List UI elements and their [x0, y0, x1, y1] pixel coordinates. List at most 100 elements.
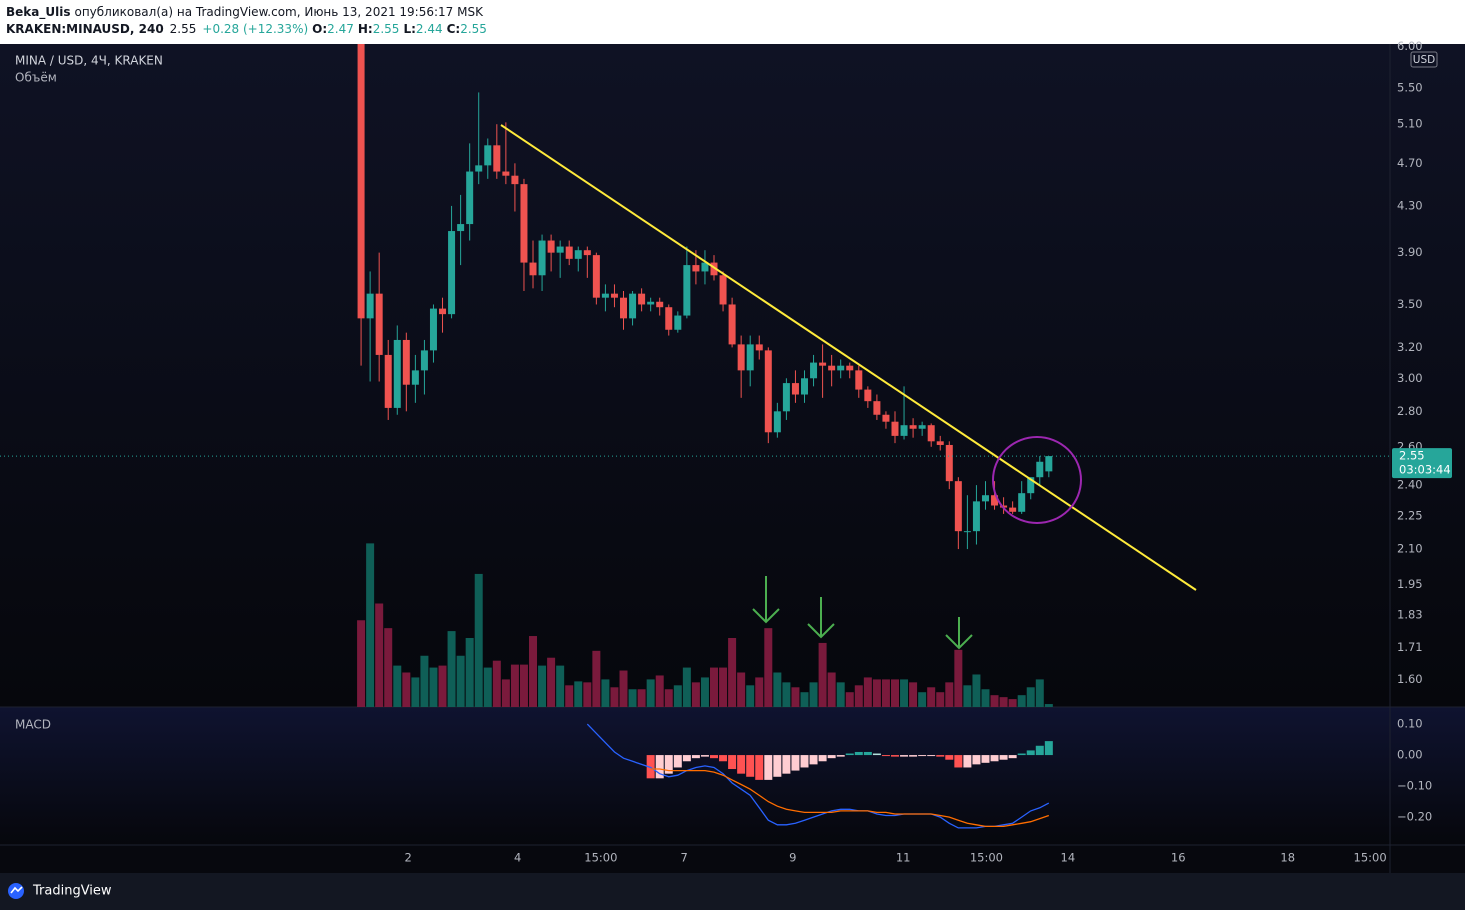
symbol: KRAKEN:MINAUSD, 240 [6, 22, 164, 36]
candle-body [972, 501, 980, 532]
macd-histogram-bar [909, 755, 918, 757]
candle-body [728, 304, 736, 345]
macd-histogram-bar [827, 755, 836, 759]
volume-bar [1008, 699, 1017, 707]
volume-bar [963, 685, 972, 707]
volume-bar [700, 677, 709, 707]
candle-body [764, 350, 772, 433]
candle-body [773, 411, 781, 433]
y-tick-label: 3.20 [1397, 340, 1423, 354]
price-pane-bg [0, 44, 1465, 707]
candle-body [945, 444, 953, 482]
candle-body [927, 425, 935, 442]
volume-bar [773, 672, 782, 707]
candle-body [366, 293, 374, 319]
volume-bar [710, 667, 719, 707]
macd-histogram-bar [764, 755, 773, 780]
volume-bar [746, 685, 755, 707]
candle-body [511, 175, 519, 185]
candle-body [656, 301, 664, 308]
volume-bar [420, 655, 429, 707]
x-tick-label: 14 [1061, 851, 1076, 865]
candle-body [674, 315, 682, 330]
candle-body [692, 265, 700, 272]
volume-bar [375, 603, 384, 707]
candle-body [864, 389, 872, 402]
candle-body [846, 365, 854, 371]
volume-bar [429, 667, 438, 707]
macd-line [650, 768, 1050, 828]
candle-body [882, 414, 890, 422]
macd-histogram-bar [728, 755, 737, 770]
header-quote: KRAKEN:MINAUSD, 240 2.55 +0.28 (+12.33%) O:… [6, 22, 487, 36]
y-tick-label: 1.60 [1397, 672, 1423, 686]
macd-histogram-bar [655, 755, 664, 779]
x-tick-label: 16 [1171, 851, 1186, 865]
y-tick-label: 6.00 [1397, 39, 1423, 53]
ohlc-value: 2.47 [327, 22, 354, 36]
macd-histogram-bar [782, 755, 791, 774]
volume-bar [809, 682, 818, 707]
volume-bar [519, 664, 528, 707]
volume-bar [447, 631, 456, 707]
volume-bar [655, 675, 664, 707]
macd-histogram-bar [791, 755, 800, 771]
ohlc-value: 2.44 [416, 22, 443, 36]
macd-histogram-bar [836, 755, 845, 757]
volume-bar [628, 689, 637, 707]
currency: USD [1413, 54, 1435, 66]
volume-bar [610, 687, 619, 707]
volume-bar [918, 692, 927, 707]
candle-body [647, 301, 655, 305]
volume-bar [583, 682, 592, 707]
x-tick-label: 4 [514, 851, 521, 865]
ohlc-label: O: [312, 22, 327, 36]
x-tick-label: 7 [680, 851, 687, 865]
macd-histogram-bar [990, 755, 999, 762]
candle-body [466, 171, 474, 225]
volume-bar [465, 638, 474, 707]
candle-body [610, 293, 618, 298]
x-tick-label: 18 [1280, 851, 1295, 865]
candle-body [538, 240, 546, 276]
volume-bar [836, 682, 845, 707]
volume-bar [402, 672, 411, 707]
macd-histogram-bar [1044, 741, 1053, 756]
x-tick-label: 11 [896, 851, 911, 865]
y-tick-label: 3.90 [1397, 245, 1423, 259]
candle-body [638, 293, 646, 305]
macd-histogram-bar [1017, 753, 1026, 756]
volume-bar [556, 665, 565, 707]
y-tick-label: −0.10 [1397, 779, 1432, 793]
candle-body [891, 421, 899, 436]
volume-bar [990, 695, 999, 707]
candle-body [393, 339, 401, 408]
macd-histogram-bar [845, 753, 854, 756]
x-tick-label: 9 [789, 851, 796, 865]
y-tick-label: 3.00 [1397, 371, 1423, 385]
macd-histogram-bar [682, 755, 691, 762]
macd-histogram-bar [918, 755, 927, 757]
y-tick-label: 5.50 [1397, 81, 1423, 95]
volume-bar [529, 636, 538, 707]
volume-bar [890, 679, 899, 707]
macd-histogram-bar [972, 755, 981, 765]
volume-bar [737, 672, 746, 707]
volume-bar [755, 677, 764, 707]
candle-body [710, 262, 718, 276]
volume-bar [800, 692, 809, 707]
arrow [752, 576, 780, 624]
volume-bar [483, 667, 492, 707]
volume-bar [682, 667, 691, 707]
candle-body [782, 383, 790, 412]
y-tick-label: 1.83 [1397, 607, 1423, 621]
author: Beka_Ulis [6, 5, 70, 20]
volume-bar [592, 650, 601, 707]
candle-body [529, 262, 537, 276]
volume-bar [492, 660, 501, 707]
y-tick-label: 2.40 [1397, 478, 1423, 492]
macd-histogram-bar [773, 755, 782, 777]
candle-body [583, 250, 591, 256]
candle-body [429, 308, 437, 351]
